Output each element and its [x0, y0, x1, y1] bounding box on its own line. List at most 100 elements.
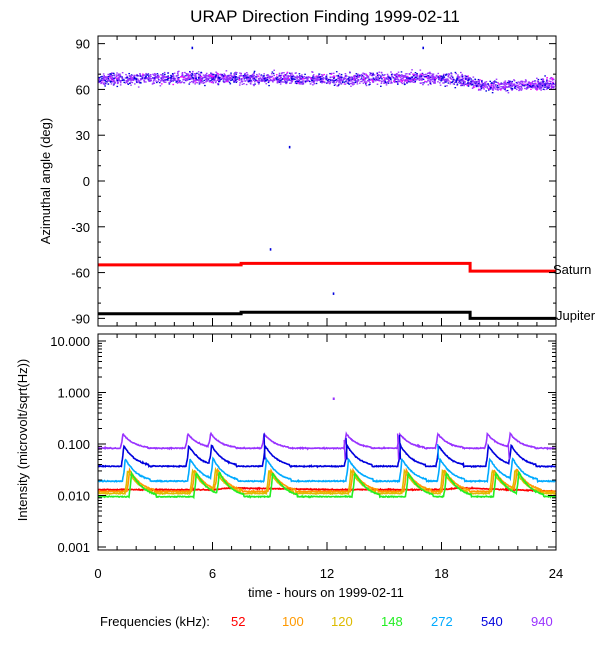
- azimuth-scatter-point: [130, 78, 133, 80]
- intensity-spike: [507, 443, 510, 460]
- azimuth-scatter-point: [332, 72, 335, 74]
- azimuth-scatter-point: [287, 75, 290, 78]
- azimuth-scatter-point: [431, 74, 434, 77]
- azimuth-scatter-point: [400, 71, 403, 73]
- azimuth-scatter-point: [283, 74, 286, 76]
- azimuth-scatter-point: [99, 76, 102, 78]
- azimuth-scatter-point: [542, 84, 545, 86]
- azimuth-scatter-point: [431, 76, 434, 78]
- azimuth-scatter-point: [481, 83, 484, 85]
- azimuth-scatter-point: [551, 77, 554, 79]
- azimuth-scatter-point: [243, 78, 246, 80]
- azimuth-scatter-point: [264, 77, 266, 79]
- azimuth-scatter-point: [187, 73, 189, 75]
- azimuth-scatter-point: [137, 81, 140, 83]
- azimuth-scatter-point: [321, 82, 323, 84]
- azimuth-scatter-point: [313, 83, 316, 85]
- x-tick-label: 18: [434, 566, 448, 581]
- azimuth-scatter-point: [147, 79, 150, 81]
- azimuth-scatter-point: [407, 81, 410, 83]
- azimuth-scatter-point: [157, 80, 159, 83]
- azimuth-scatter-point: [150, 75, 152, 78]
- azimuth-scatter-point: [395, 80, 398, 83]
- azimuth-scatter-point: [129, 77, 132, 79]
- azimuth-scatter-point: [146, 74, 149, 76]
- azimuth-scatter-point: [344, 83, 347, 85]
- azimuth-scatter-point: [177, 70, 180, 73]
- azimuth-scatter-point: [127, 83, 130, 85]
- azimuth-scatter-point: [406, 79, 409, 81]
- azimuth-scatter-point: [354, 80, 357, 82]
- azimuth-scatter-point: [213, 80, 216, 82]
- azimuth-scatter-point: [261, 79, 263, 81]
- azimuth-scatter-point: [377, 76, 379, 78]
- azimuth-scatter-point: [229, 77, 232, 79]
- azimuth-scatter-point: [285, 78, 287, 80]
- azimuth-scatter-point: [520, 89, 523, 91]
- azimuth-scatter-point: [135, 81, 138, 83]
- azimuth-scatter-point: [538, 84, 541, 86]
- azimuth-scatter-point: [105, 78, 108, 81]
- azimuth-scatter-point: [128, 78, 131, 81]
- azimuth-scatter-point: [497, 86, 499, 88]
- azimuth-scatter-point: [401, 75, 404, 77]
- azimuth-scatter-point: [528, 81, 530, 83]
- azimuth-scatter-point: [243, 83, 245, 85]
- azimuth-scatter-point: [172, 76, 175, 78]
- azimuth-scatter-point: [449, 81, 452, 83]
- azimuth-scatter-point: [493, 82, 495, 85]
- azimuth-scatter-point: [210, 73, 213, 75]
- azimuth-scatter-point: [425, 73, 427, 75]
- azimuth-scatter-point: [364, 79, 367, 81]
- azimuth-scatter-point: [177, 81, 179, 83]
- azimuth-scatter-point: [339, 81, 342, 84]
- azimuth-scatter-point: [278, 80, 281, 82]
- azimuth-scatter-point: [378, 74, 380, 76]
- azimuth-scatter-point: [206, 75, 209, 77]
- azimuth-scatter-point: [324, 78, 327, 80]
- azimuth-scatter-point: [267, 81, 270, 84]
- azimuth-scatter-point: [345, 75, 348, 77]
- x-tick-label: 6: [209, 566, 216, 581]
- azimuth-scatter-point: [331, 80, 334, 82]
- azimuth-scatter-point: [406, 82, 408, 84]
- azimuth-scatter-point: [230, 77, 232, 79]
- azimuth-scatter-point: [499, 83, 502, 85]
- azimuth-scatter-point: [480, 87, 483, 90]
- azimuth-scatter-point: [268, 84, 270, 87]
- azimuth-scatter-point: [414, 79, 417, 81]
- azimuth-scatter-point: [226, 77, 228, 79]
- azimuth-scatter-point: [517, 81, 520, 83]
- azimuth-scatter-point: [440, 75, 442, 77]
- azimuth-scatter-point: [504, 81, 506, 84]
- azimuth-scatter-point: [418, 79, 421, 81]
- azimuth-scatter-point: [459, 78, 462, 80]
- azimuth-scatter-point: [296, 80, 299, 83]
- azimuth-scatter-point: [460, 71, 462, 74]
- azimuth-scatter-point: [338, 73, 341, 75]
- azimuth-scatter-point: [164, 73, 166, 76]
- azimuth-scatter-point: [124, 82, 127, 84]
- azimuth-scatter-point: [396, 82, 399, 84]
- azimuth-scatter-point: [411, 69, 413, 71]
- azimuth-scatter-point: [384, 74, 386, 76]
- azimuth-scatter-point: [338, 83, 340, 85]
- azimuth-scatter-point: [311, 71, 313, 73]
- azimuth-scatter-point: [390, 82, 393, 84]
- azimuth-scatter-point: [534, 86, 537, 88]
- azimuth-scatter-point: [263, 75, 265, 77]
- azimuth-scatter-point: [134, 83, 136, 85]
- azimuth-scatter-point: [390, 71, 392, 73]
- azimuth-scatter-point: [353, 79, 356, 82]
- azimuth-scatter-point: [262, 75, 265, 77]
- azimuth-scatter-point: [107, 78, 109, 80]
- azimuth-scatter-point: [248, 75, 250, 77]
- azimuth-scatter-point: [526, 85, 529, 87]
- azimuth-scatter-point: [197, 71, 200, 73]
- azimuth-scatter-point: [552, 82, 555, 85]
- azimuth-scatter-point: [546, 77, 548, 79]
- azimuth-scatter-point: [286, 79, 288, 81]
- azimuth-scatter-point: [110, 74, 113, 77]
- azimuth-scatter-point: [403, 82, 406, 84]
